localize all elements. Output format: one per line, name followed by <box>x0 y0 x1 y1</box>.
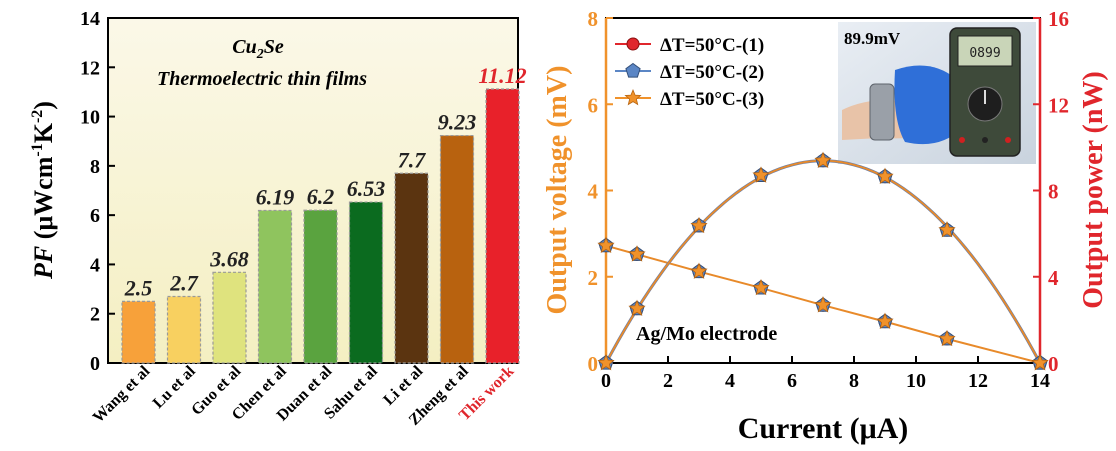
voltage-point <box>938 329 956 347</box>
iv-y-right-tick-label: 8 <box>1048 180 1059 204</box>
iv-y-right-tick-label: 4 <box>1048 266 1059 290</box>
bar-chart-y-label: PF (μWcm-1K-2) <box>29 101 58 280</box>
iv-y-left-tick-label: 6 <box>588 93 599 117</box>
inset-probe-red-2 <box>1005 137 1011 143</box>
power-point <box>690 216 708 234</box>
iv-x-tick-label: 4 <box>725 370 735 392</box>
bar-value-label: 2.7 <box>169 270 199 295</box>
bar-chart: 0 2 4 6 8 10 12 14 2.5 2.7 3.68 6.19 6.2 6.53 7.7 9.23… <box>29 8 527 429</box>
bar-value-label: 6.19 <box>256 184 295 209</box>
bar-y-tick-label: 10 <box>80 107 100 129</box>
voltage-point <box>814 296 832 313</box>
bar-value-label: 3.68 <box>209 246 249 271</box>
inset-meter-digits: 0899 <box>969 46 1000 61</box>
bar <box>485 88 520 364</box>
power-point <box>597 353 615 371</box>
iv-series <box>597 151 1049 371</box>
inset-device <box>869 83 895 141</box>
iv-x-tick-label: 14 <box>1030 370 1050 392</box>
iv-y-left-tick-label: 8 <box>588 7 599 31</box>
bar <box>348 201 384 364</box>
legend-label: ΔT=50°C-(2) <box>660 62 764 83</box>
bar <box>303 209 338 364</box>
iv-x-tick-label: 6 <box>787 370 797 392</box>
power-point <box>1031 353 1049 371</box>
bar <box>121 300 156 364</box>
bar <box>166 295 202 364</box>
bar-y-tick-label: 12 <box>80 57 100 79</box>
inset-meter-screen <box>957 35 1013 67</box>
voltage-point <box>876 312 894 329</box>
iv-y-right-tick-label: 0 <box>1048 352 1059 376</box>
bar-value-label: 11.12 <box>478 63 526 88</box>
power-point <box>814 151 832 169</box>
iv-x-tick-label: 12 <box>968 370 988 392</box>
bar-y-tick-label: 0 <box>90 353 100 375</box>
annotation-formula: Cu2Se <box>232 36 284 62</box>
power-point <box>876 167 894 185</box>
iv-y-left-tick-label: 2 <box>588 266 599 290</box>
iv-y-right-label: Output power (nW) <box>1078 71 1109 309</box>
bar-chart-annotation: Cu2Se Thermoelectric thin films <box>157 36 367 90</box>
bar-y-tick-label: 6 <box>90 205 100 227</box>
bar-value-label: 9.23 <box>438 110 477 135</box>
inset-glove <box>894 65 966 145</box>
power-point <box>938 221 956 238</box>
bar-y-tick-label: 14 <box>80 8 100 30</box>
inset-probe-red <box>959 137 965 143</box>
inset-photo: 0899 89.9mV <box>838 22 1036 164</box>
voltage-point <box>690 262 708 279</box>
iv-y-right-tick-label: 12 <box>1048 93 1069 117</box>
iv-legend: ΔT=50°C-(1) ΔT=50°C-(2) ΔT=50°C-(3) <box>615 35 764 110</box>
bar-y-tick-label: 8 <box>90 156 100 178</box>
voltage-point <box>597 236 615 254</box>
iv-y-left-tick-label: 0 <box>588 352 599 376</box>
bar <box>439 134 475 364</box>
bar <box>212 271 247 364</box>
power-point <box>628 299 646 316</box>
bar-y-tick-label: 2 <box>90 304 100 326</box>
legend-label: ΔT=50°C-(1) <box>660 35 764 56</box>
iv-x-tick-label: 8 <box>849 370 859 392</box>
bar-y-tick-label: 4 <box>90 254 100 276</box>
legend-marker <box>626 37 640 51</box>
bar <box>257 209 293 364</box>
inset-reading: 89.9mV <box>844 29 901 48</box>
bar <box>394 172 429 364</box>
legend-marker <box>625 62 641 78</box>
iv-y-left-label: Output voltage (mV) <box>542 66 573 315</box>
bar-value-label: 2.5 <box>124 275 153 300</box>
iv-x-tick-label: 2 <box>663 370 673 392</box>
voltage-point <box>752 278 770 296</box>
annotation-subject: Thermoelectric thin films <box>157 68 367 90</box>
iv-x-tick-label: 10 <box>906 370 926 392</box>
electrode-annotation: Ag/Mo electrode <box>636 323 777 345</box>
bar-value-label: 6.2 <box>307 184 335 209</box>
power-point <box>752 166 770 183</box>
iv-x-label: Current (μA) <box>738 412 909 445</box>
iv-x-tick-label: 0 <box>601 370 611 392</box>
iv-y-left-tick-label: 4 <box>588 180 599 204</box>
inset-probe-black <box>982 137 988 143</box>
bar-value-label: 6.53 <box>347 176 386 201</box>
bar-chart-y-axis: 0 2 4 6 8 10 12 14 <box>80 8 115 375</box>
legend-marker <box>624 88 642 106</box>
iv-y-right-tick-label: 16 <box>1048 7 1069 31</box>
voltage-line <box>605 244 1041 364</box>
voltage-point <box>628 245 646 262</box>
bar-value-label: 7.7 <box>398 147 427 172</box>
legend-label: ΔT=50°C-(3) <box>660 89 764 110</box>
